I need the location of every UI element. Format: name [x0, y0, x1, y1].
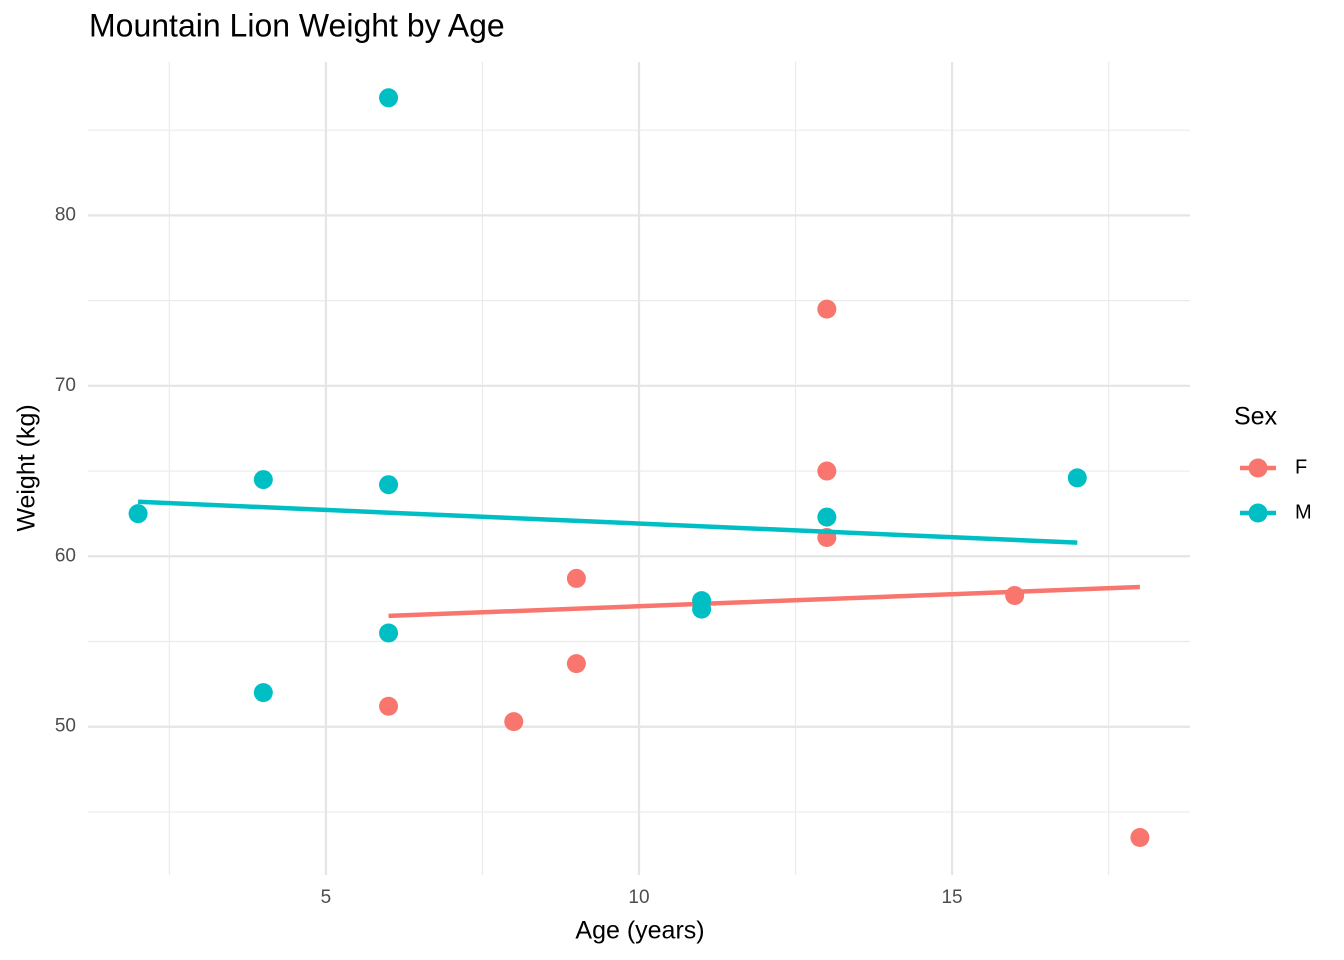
point [692, 599, 712, 619]
y-tick-label: 50 [55, 716, 76, 737]
point [504, 712, 524, 732]
point [817, 507, 837, 527]
legend-title: Sex [1234, 403, 1278, 431]
y-axis-title: Weight (kg) [13, 404, 41, 531]
legend-key-point [1248, 503, 1268, 523]
point [379, 88, 399, 108]
y-tick-label: 80 [55, 204, 76, 225]
y-tick-label: 70 [55, 375, 76, 396]
y-tick-label: 60 [55, 545, 76, 566]
legend-key-point [1248, 458, 1268, 478]
chart-title: Mountain Lion Weight by Age [89, 7, 505, 43]
x-tick-label: 5 [321, 887, 332, 908]
trend-line [137, 499, 1078, 545]
point [253, 683, 273, 703]
trend-line [388, 584, 1140, 619]
point [1130, 828, 1150, 848]
point [1067, 468, 1087, 488]
x-axis-title: Age (years) [575, 917, 704, 945]
point [1005, 585, 1025, 605]
legend-label: F [1295, 456, 1307, 478]
point [817, 299, 837, 319]
point [128, 504, 148, 524]
legend-label: M [1295, 501, 1312, 523]
point [253, 470, 273, 490]
point [379, 475, 399, 495]
x-tick-label: 10 [628, 887, 649, 908]
grid [88, 62, 1190, 875]
point [379, 696, 399, 716]
point [379, 623, 399, 643]
point [817, 461, 837, 481]
point [566, 568, 586, 588]
point [566, 654, 586, 674]
x-tick-label: 15 [941, 887, 962, 908]
